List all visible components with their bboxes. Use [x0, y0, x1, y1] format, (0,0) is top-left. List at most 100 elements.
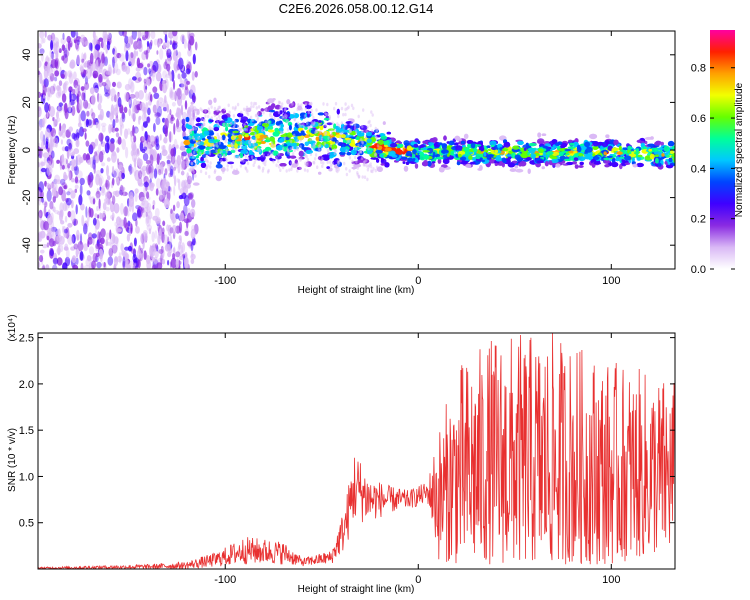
halo-blob	[366, 177, 369, 182]
noise-blob	[71, 105, 76, 117]
noise-blob	[111, 212, 115, 220]
ridge-blob	[288, 124, 292, 131]
noise-blob	[71, 255, 77, 264]
noise-blob	[161, 179, 167, 192]
halo-blob	[299, 166, 302, 171]
noise-blob	[175, 251, 181, 258]
halo-blob	[306, 121, 309, 126]
halo-blob	[188, 135, 191, 140]
halo-blob	[369, 123, 372, 128]
ridge-blob	[422, 150, 430, 153]
noise-blob	[91, 94, 96, 106]
halo-blob	[194, 164, 197, 168]
halo-blob	[350, 103, 354, 108]
noise-blob	[54, 209, 60, 215]
halo-blob	[327, 151, 330, 156]
noise-blob	[136, 57, 141, 69]
ridge-blob	[523, 147, 527, 151]
noise-blob	[180, 141, 185, 150]
noise-blob	[107, 256, 114, 266]
noise-blob	[60, 139, 64, 145]
halo-blob	[252, 126, 256, 130]
noise-blob	[177, 163, 181, 174]
halo-blob	[329, 144, 332, 148]
halo-blob	[208, 174, 211, 179]
noise-blob	[114, 221, 118, 227]
ridge-blob	[383, 154, 388, 158]
noise-blob	[161, 80, 164, 85]
spectrogram-xlabel: Height of straight line (km)	[298, 285, 415, 296]
noise-blob	[61, 182, 67, 188]
noise-blob	[62, 202, 68, 212]
noise-blob	[71, 158, 76, 167]
ridge-blob	[548, 160, 553, 165]
noise-blob	[105, 232, 110, 240]
halo-blob	[280, 105, 283, 109]
halo-blob	[293, 117, 296, 122]
ridge-blob	[655, 157, 659, 164]
ridge-blob	[414, 163, 419, 169]
halo-blob	[355, 160, 358, 164]
halo-blob	[299, 138, 302, 143]
noise-blob	[86, 211, 90, 223]
noise-blob	[152, 205, 155, 210]
ridge-blob	[525, 142, 529, 146]
noise-blob	[136, 208, 141, 218]
noise-blob	[40, 249, 45, 254]
halo-blob	[249, 139, 252, 143]
noise-blob	[44, 114, 47, 124]
noise-blob	[49, 91, 53, 98]
noise-blob	[64, 146, 69, 152]
noise-blob	[169, 227, 174, 234]
ridge-blob	[463, 133, 469, 139]
noise-blob	[52, 138, 57, 144]
noise-blob	[61, 153, 65, 163]
noise-blob	[164, 58, 168, 67]
noise-blob	[88, 232, 93, 241]
halo-blob	[230, 165, 233, 169]
halo-blob	[281, 165, 285, 170]
ridge-blob	[417, 140, 421, 144]
noise-blob	[84, 40, 89, 46]
ridge-blob	[604, 164, 610, 168]
noise-blob	[173, 175, 177, 187]
noise-blob	[143, 146, 148, 151]
noise-blob	[94, 224, 97, 235]
noise-blob	[54, 174, 60, 183]
ridge-blob	[472, 148, 478, 153]
noise-blob	[46, 228, 53, 234]
halo-blob	[234, 105, 237, 110]
halo-blob	[317, 144, 320, 149]
ridge-blob	[203, 130, 210, 136]
noise-blob	[159, 152, 162, 161]
halo-blob	[283, 136, 287, 140]
noise-blob	[40, 37, 44, 45]
noise-blob	[152, 200, 156, 207]
spectrogram-xtick-label: 0	[415, 275, 421, 287]
halo-blob	[300, 107, 303, 111]
noise-blob	[51, 150, 55, 159]
halo-blob	[299, 144, 302, 149]
noise-blob	[120, 202, 124, 215]
ridge-blob	[624, 162, 631, 165]
halo-blob	[190, 107, 194, 112]
noise-blob	[50, 212, 54, 223]
noise-blob	[71, 235, 74, 244]
snr-multiplier: (x10⁴)	[7, 314, 18, 341]
noise-blob	[81, 214, 85, 227]
noise-blob	[57, 106, 63, 113]
noise-blob	[92, 159, 96, 170]
noise-blob	[75, 229, 80, 241]
ridge-blob	[574, 153, 579, 157]
ridge-blob	[215, 163, 223, 169]
noise-blob	[39, 72, 43, 84]
ridge-blob	[649, 153, 655, 160]
noise-blob	[71, 234, 76, 244]
halo-blob	[277, 117, 280, 122]
ridge-blob	[514, 164, 518, 169]
halo-blob	[330, 132, 333, 136]
noise-blob	[121, 111, 125, 120]
noise-blob	[96, 193, 100, 200]
ridge-blob	[592, 156, 600, 160]
noise-blob	[38, 255, 44, 263]
